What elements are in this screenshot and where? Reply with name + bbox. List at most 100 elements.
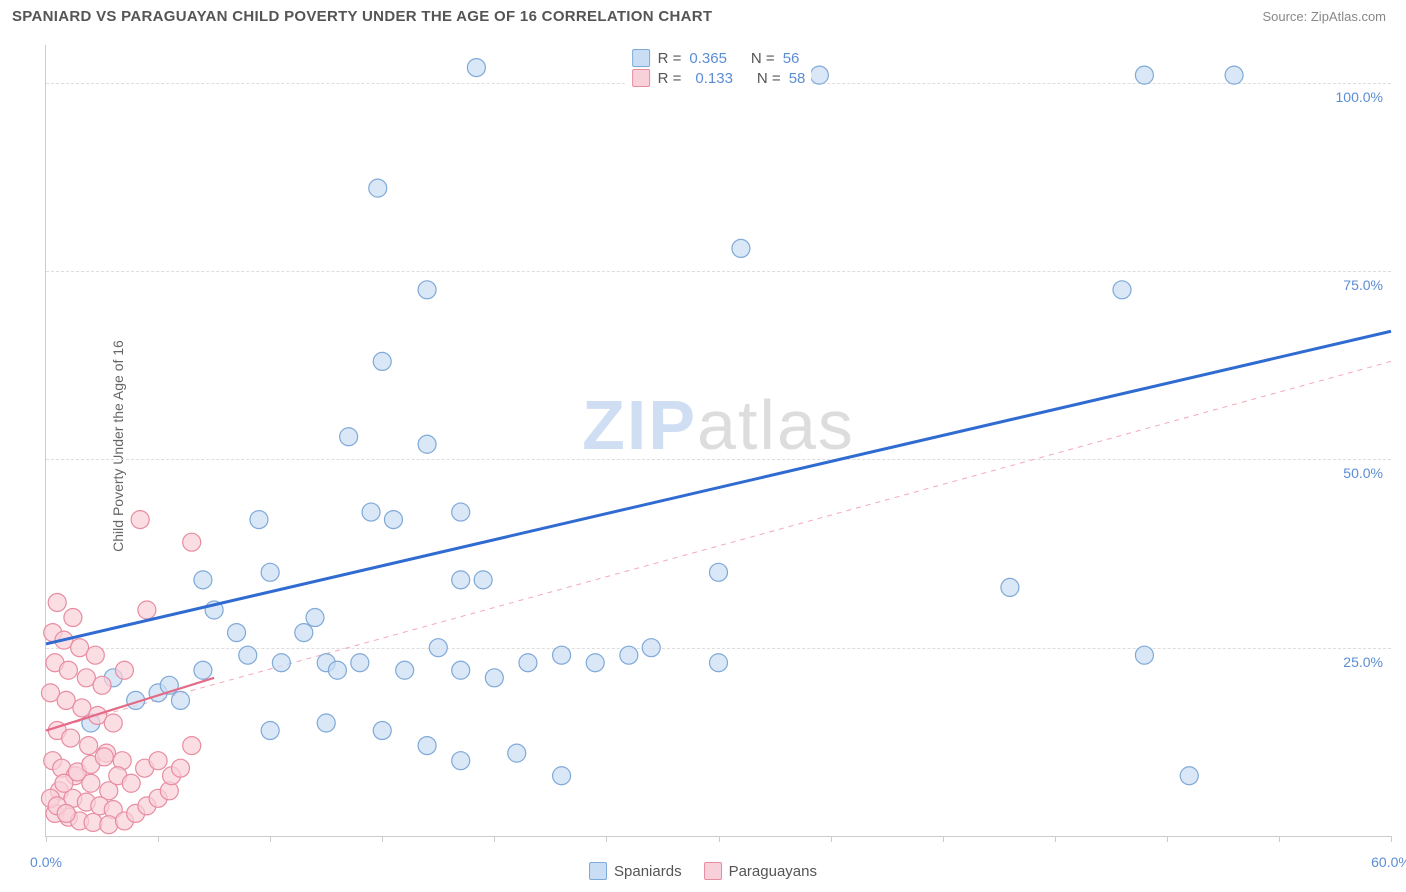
data-point (272, 654, 290, 672)
data-point (115, 661, 133, 679)
data-point (194, 571, 212, 589)
data-point (104, 714, 122, 732)
data-point (1113, 281, 1131, 299)
data-point (172, 759, 190, 777)
r-label: R = (658, 50, 682, 67)
legend-item-spaniards: Spaniards (589, 862, 682, 880)
r-value-paraguayans: 0.133 (689, 70, 733, 87)
legend-label: Spaniards (614, 863, 682, 880)
data-point (508, 744, 526, 762)
data-point (351, 654, 369, 672)
data-point (80, 737, 98, 755)
legend-stats: R = 0.365 N = 56 R = 0.133 N = 58 (626, 45, 812, 91)
data-point (100, 816, 118, 834)
data-point (340, 428, 358, 446)
legend-item-paraguayans: Paraguayans (704, 862, 817, 880)
data-point (183, 533, 201, 551)
n-label: N = (757, 70, 781, 87)
data-point (261, 563, 279, 581)
data-point (62, 729, 80, 747)
x-tick-label: 60.0% (1371, 854, 1406, 870)
data-point (1135, 646, 1153, 664)
data-point (452, 503, 470, 521)
data-point (642, 639, 660, 657)
data-point (250, 511, 268, 529)
data-point (384, 511, 402, 529)
x-tick (719, 836, 720, 842)
data-point (418, 435, 436, 453)
data-point (239, 646, 257, 664)
data-point (452, 661, 470, 679)
r-label: R = (658, 70, 682, 87)
data-point (620, 646, 638, 664)
x-tick (270, 836, 271, 842)
data-point (418, 281, 436, 299)
x-tick (1279, 836, 1280, 842)
legend-swatch-spaniards (632, 49, 650, 67)
x-tick (1391, 836, 1392, 842)
data-point (228, 624, 246, 642)
legend-stats-row: R = 0.365 N = 56 (632, 49, 806, 67)
data-point (183, 737, 201, 755)
data-point (396, 661, 414, 679)
data-point (48, 593, 66, 611)
source-label: Source: ZipAtlas.com (1262, 9, 1386, 24)
x-tick (606, 836, 607, 842)
data-point (474, 571, 492, 589)
data-point (553, 646, 571, 664)
data-point (373, 722, 391, 740)
data-point (328, 661, 346, 679)
data-point (122, 774, 140, 792)
data-point (84, 813, 102, 831)
x-tick (494, 836, 495, 842)
data-point (485, 669, 503, 687)
data-point (149, 752, 167, 770)
trend-line-extended (46, 361, 1391, 730)
data-point (586, 654, 604, 672)
data-point (429, 639, 447, 657)
data-point (553, 767, 571, 785)
data-point (1135, 66, 1153, 84)
data-point (64, 609, 82, 627)
data-point (1001, 578, 1019, 596)
data-point (519, 654, 537, 672)
r-value-spaniards: 0.365 (689, 50, 727, 67)
data-point (172, 691, 190, 709)
n-label: N = (751, 50, 775, 67)
scatter-plot-svg (46, 45, 1391, 836)
data-point (710, 654, 728, 672)
data-point (131, 511, 149, 529)
data-point (95, 748, 113, 766)
data-point (810, 66, 828, 84)
legend-swatch-paraguayans (632, 69, 650, 87)
data-point (369, 179, 387, 197)
data-point (59, 661, 77, 679)
n-value-paraguayans: 58 (789, 70, 806, 87)
data-point (732, 239, 750, 257)
data-point (1180, 767, 1198, 785)
x-tick-label: 0.0% (30, 854, 62, 870)
x-tick (831, 836, 832, 842)
data-point (57, 804, 75, 822)
data-point (710, 563, 728, 581)
chart-plot-area: ZIPatlas 25.0%50.0%75.0%100.0% R = 0.365… (45, 45, 1391, 837)
data-point (138, 601, 156, 619)
legend-series: Spaniards Paraguayans (589, 862, 817, 880)
data-point (261, 722, 279, 740)
chart-title: SPANIARD VS PARAGUAYAN CHILD POVERTY UND… (12, 8, 712, 25)
x-tick (46, 836, 47, 842)
trend-line (46, 331, 1391, 644)
data-point (467, 59, 485, 77)
data-point (194, 661, 212, 679)
x-tick (382, 836, 383, 842)
data-point (362, 503, 380, 521)
data-point (317, 714, 335, 732)
x-tick (158, 836, 159, 842)
data-point (452, 571, 470, 589)
data-point (373, 352, 391, 370)
data-point (1225, 66, 1243, 84)
data-point (452, 752, 470, 770)
data-point (418, 737, 436, 755)
legend-label: Paraguayans (729, 863, 817, 880)
data-point (93, 676, 111, 694)
